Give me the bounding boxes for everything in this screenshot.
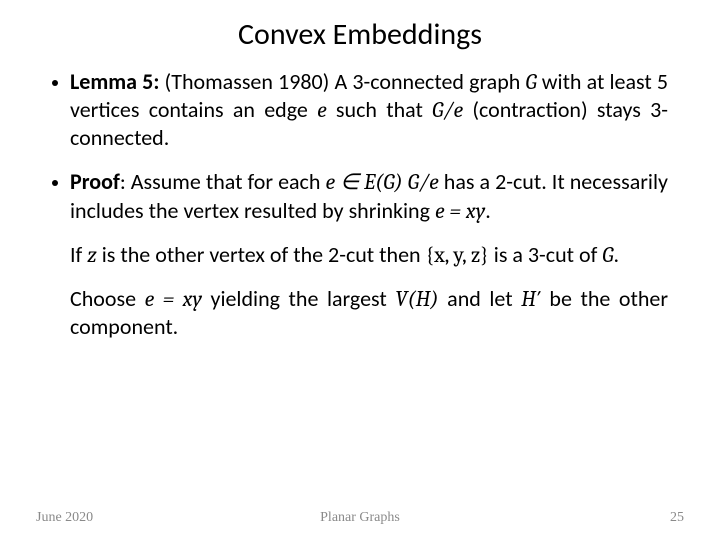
slide-footer: June 2020 Planar Graphs 25 [0, 506, 720, 526]
p3-frag: and let [439, 285, 522, 312]
p2-frag: If [70, 241, 87, 268]
lemma-block: Lemma 5: (Thomassen 1980) A 3-connected … [52, 68, 668, 152]
p2-frag: . [614, 241, 620, 268]
p3-frag: yielding the largest [202, 285, 395, 312]
lemma-citation: (Thomassen 1980) [165, 68, 330, 95]
lemma-text: Lemma 5: (Thomassen 1980) A 3-connected … [70, 68, 668, 152]
proof-frag: : Assume that for each [120, 168, 326, 195]
p2-frag: is a 3-cut of [489, 241, 603, 268]
math-Ge: G/e [432, 97, 463, 123]
proof-frag: . [485, 197, 491, 224]
math-e-in-EG: e ∈ E(G) [325, 169, 402, 195]
math-e-eq-xy: e = xy [145, 286, 202, 312]
proof-block: Proof: Assume that for each e ∈ E(G) G/e… [52, 168, 668, 224]
math-Ge: G/e [408, 169, 439, 195]
math-VH: V(H) [395, 286, 438, 312]
lemma-frag: A 3-connected graph [329, 68, 525, 95]
math-Hprime: H′ [521, 286, 541, 312]
p2-frag: is the other vertex of the 2-cut then [97, 241, 426, 268]
p3-frag: Choose [70, 285, 145, 312]
math-G: G [602, 242, 613, 268]
math-e-eq-xy: e = xy [435, 198, 485, 224]
math-z: z [87, 242, 97, 268]
math-e: e [317, 97, 327, 123]
math-G: G [525, 69, 536, 95]
proof-text: Proof: Assume that for each e ∈ E(G) G/e… [70, 168, 668, 224]
lemma-frag: such that [327, 96, 432, 123]
slide: Convex Embeddings Lemma 5: (Thomassen 19… [0, 0, 720, 540]
slide-title: Convex Embeddings [0, 16, 720, 53]
footer-title: Planar Graphs [0, 510, 720, 526]
math-set-xyz: {x, y, z} [426, 242, 489, 268]
proof-para-3: Choose e = xy yielding the largest V(H) … [70, 285, 668, 341]
lemma-label: Lemma 5: [70, 68, 159, 95]
bullet-icon [52, 80, 58, 86]
bullet-icon [52, 180, 58, 186]
footer-page-number: 25 [670, 510, 684, 526]
proof-para-2: If z is the other vertex of the 2-cut th… [70, 241, 668, 269]
proof-label: Proof [70, 168, 120, 195]
slide-body: Lemma 5: (Thomassen 1980) A 3-connected … [52, 68, 668, 341]
